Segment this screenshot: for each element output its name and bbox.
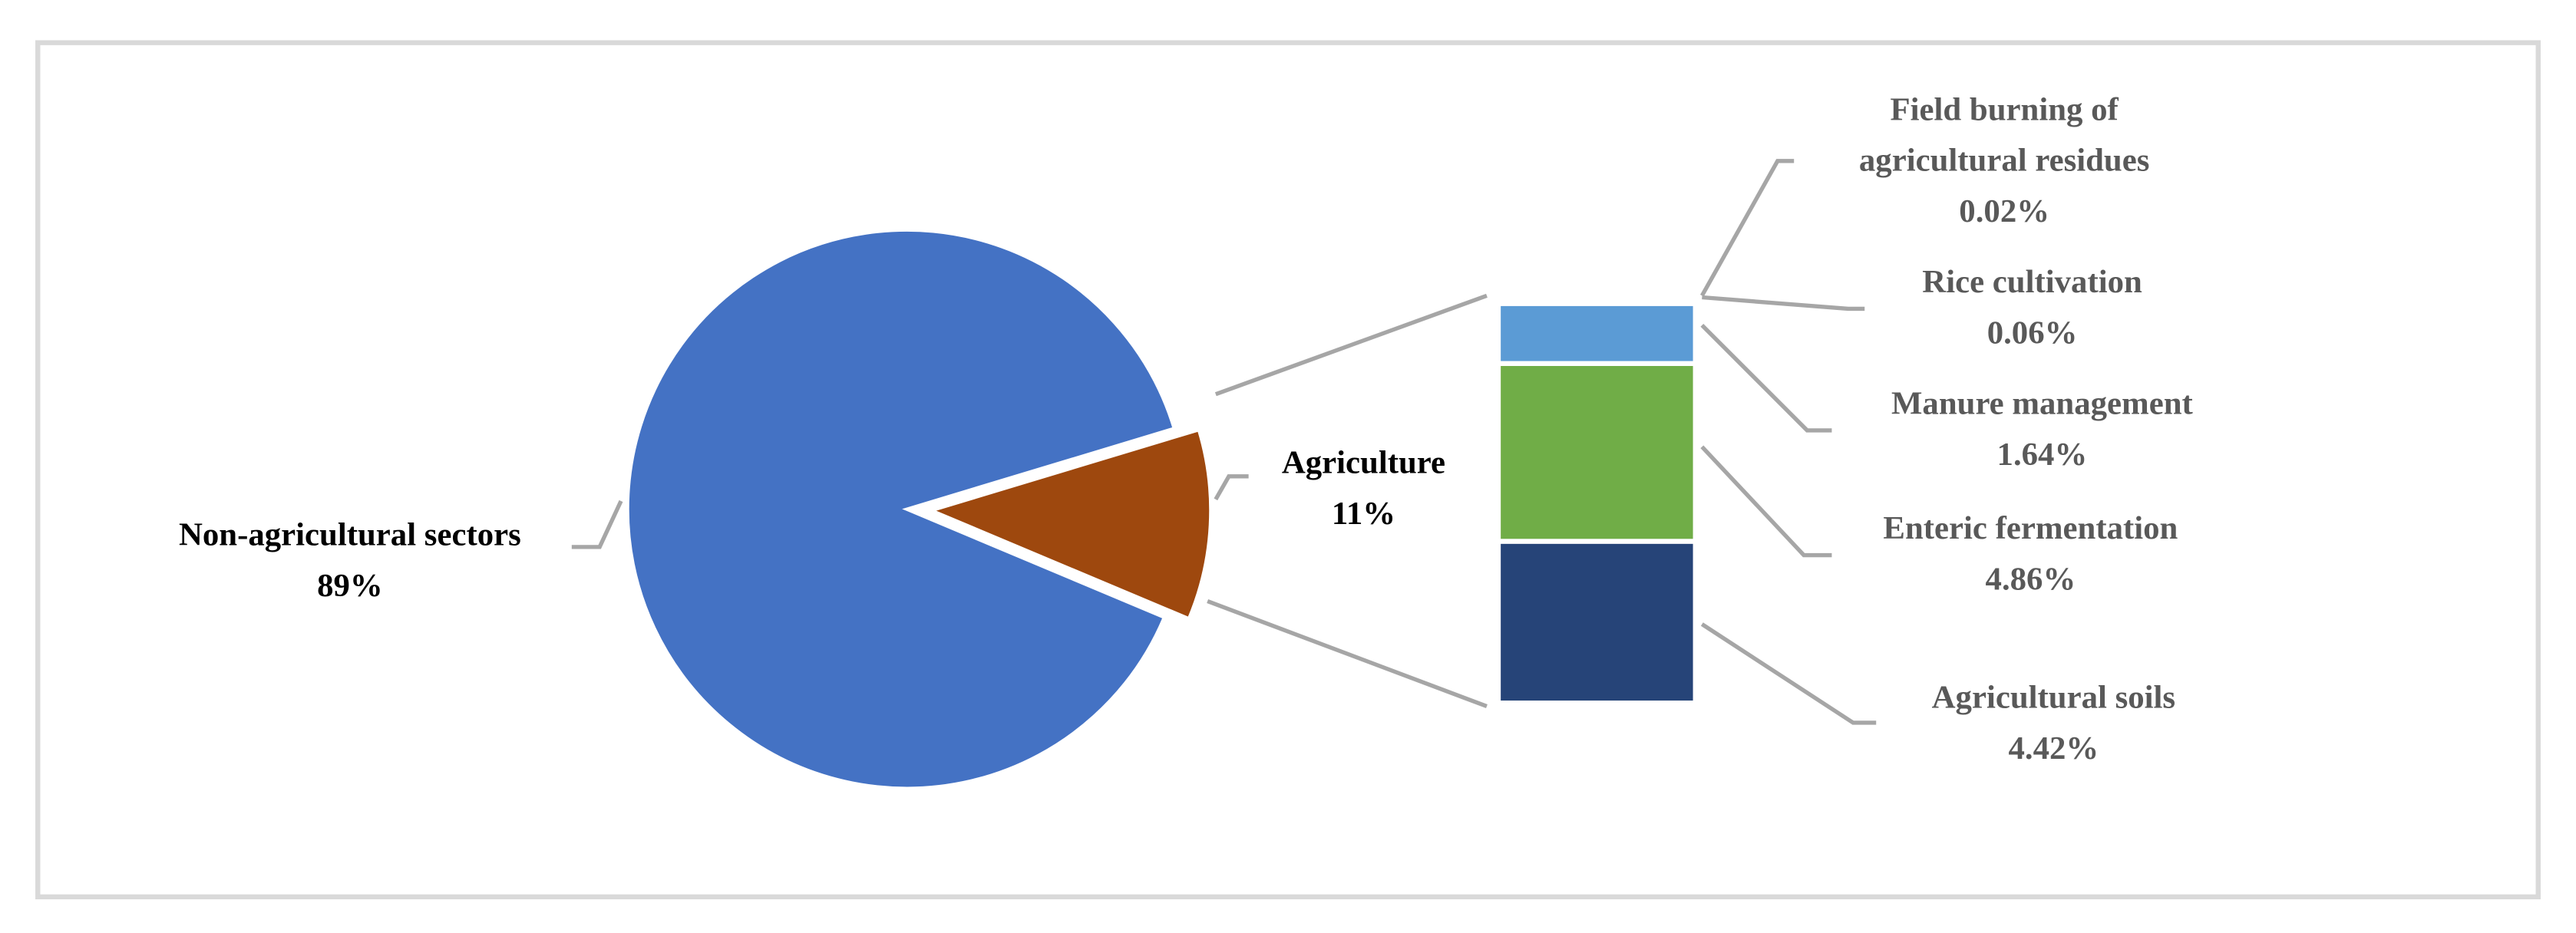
pie-slice xyxy=(626,228,1177,790)
label-value: 4.86% xyxy=(1985,562,2076,598)
bar-segment xyxy=(1495,298,1699,304)
leader-line xyxy=(1700,159,1795,297)
data-label: Manure management 1.64% xyxy=(1812,380,2272,482)
label-name: Manure management xyxy=(1891,386,2193,423)
bar-segment xyxy=(1495,539,1699,706)
data-label: Agricultural soils 4.42% xyxy=(1840,674,2267,776)
label-value: 0.02% xyxy=(1959,193,2050,230)
leader-line xyxy=(1214,474,1249,501)
leader-line xyxy=(571,499,623,549)
label-name: Non-agricultural sectors xyxy=(178,517,521,554)
chart-border xyxy=(35,40,2541,900)
pie-slice xyxy=(926,427,1213,621)
leader-line xyxy=(1700,622,1877,725)
label-name: Field burning of agricultural residues xyxy=(1858,91,2150,180)
label-value: 89% xyxy=(317,568,383,605)
leader-lines xyxy=(571,159,1877,725)
label-name: Enteric fermentation xyxy=(1883,510,2178,547)
data-label: Rice cultivation 0.06% xyxy=(1818,258,2245,360)
data-label: Non-agricultural sectors 89% xyxy=(104,511,596,613)
data-label: Enteric fermentation 4.86% xyxy=(1801,504,2261,606)
label-value: 4.42% xyxy=(2008,730,2099,767)
bar-segment xyxy=(1495,301,1699,366)
label-name: Rice cultivation xyxy=(1922,264,2142,301)
label-name: Agricultural soils xyxy=(1931,680,2176,717)
bar-segment xyxy=(1495,361,1699,544)
connector xyxy=(1207,599,1488,709)
label-value: 0.06% xyxy=(1986,315,2078,352)
label-name: Agriculture xyxy=(1281,445,1446,482)
leader-line xyxy=(1700,323,1832,433)
label-value: 11% xyxy=(1331,496,1396,532)
connector xyxy=(1214,293,1488,397)
data-label: Field burning of agricultural residues 0.… xyxy=(1831,85,2176,238)
label-value: 1.64% xyxy=(1996,437,2088,473)
data-label: Agriculture 11% xyxy=(1232,439,1494,541)
leader-line xyxy=(1700,445,1832,558)
leader-line xyxy=(1702,295,1865,312)
